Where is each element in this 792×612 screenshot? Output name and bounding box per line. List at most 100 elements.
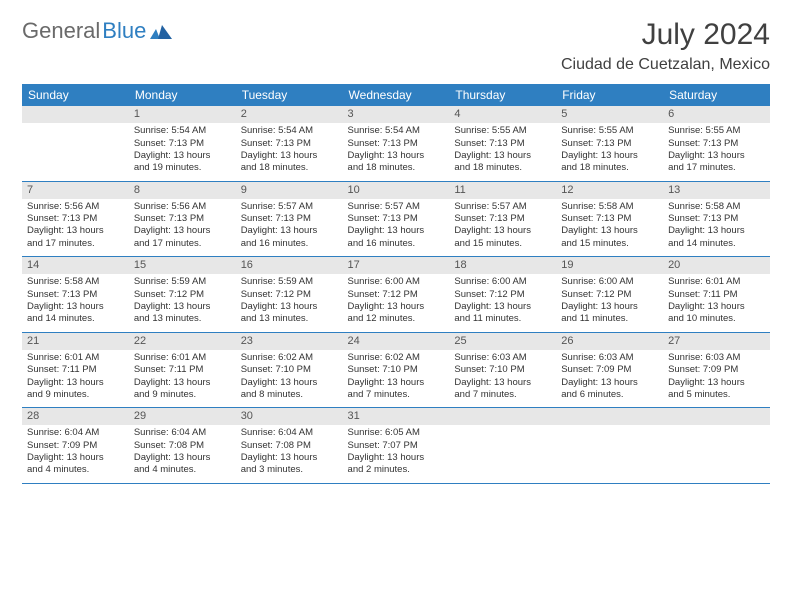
daylight-line1: Daylight: 13 hours — [454, 225, 551, 237]
day-number: 7 — [22, 182, 129, 199]
daylight-line1: Daylight: 13 hours — [241, 301, 338, 313]
flag-icon — [150, 23, 172, 39]
sunset-text: Sunset: 7:09 PM — [561, 364, 658, 376]
daylight-line2: and 14 minutes. — [668, 238, 765, 250]
sunset-text: Sunset: 7:13 PM — [561, 138, 658, 150]
daylight-line2: and 17 minutes. — [668, 162, 765, 174]
daylight-line2: and 2 minutes. — [348, 464, 445, 476]
daylight-line1: Daylight: 13 hours — [561, 150, 658, 162]
daylight-line1: Daylight: 13 hours — [668, 150, 765, 162]
daylight-line1: Daylight: 13 hours — [134, 301, 231, 313]
weekday-header: Friday — [556, 84, 663, 106]
daylight-line1: Daylight: 13 hours — [27, 452, 124, 464]
day-body: Sunrise: 6:04 AMSunset: 7:09 PMDaylight:… — [22, 425, 129, 482]
sunrise-text: Sunrise: 6:01 AM — [668, 276, 765, 288]
day-body: Sunrise: 5:55 AMSunset: 7:13 PMDaylight:… — [449, 123, 556, 180]
calendar-day-cell: 18Sunrise: 6:00 AMSunset: 7:12 PMDayligh… — [449, 257, 556, 333]
day-number: 6 — [663, 106, 770, 123]
sunrise-text: Sunrise: 5:56 AM — [134, 201, 231, 213]
day-number: 4 — [449, 106, 556, 123]
sunset-text: Sunset: 7:08 PM — [134, 440, 231, 452]
sunset-text: Sunset: 7:13 PM — [348, 213, 445, 225]
page-title: July 2024 — [642, 18, 770, 52]
daylight-line2: and 18 minutes. — [454, 162, 551, 174]
weekday-header: Wednesday — [343, 84, 450, 106]
sunrise-text: Sunrise: 5:54 AM — [348, 125, 445, 137]
daylight-line1: Daylight: 13 hours — [561, 225, 658, 237]
daylight-line1: Daylight: 13 hours — [348, 377, 445, 389]
daylight-line2: and 18 minutes. — [561, 162, 658, 174]
daylight-line1: Daylight: 13 hours — [454, 377, 551, 389]
calendar-day-cell: 8Sunrise: 5:56 AMSunset: 7:13 PMDaylight… — [129, 181, 236, 257]
day-number: 29 — [129, 408, 236, 425]
calendar-day-cell — [556, 408, 663, 484]
daylight-line2: and 16 minutes. — [241, 238, 338, 250]
calendar-day-cell: 22Sunrise: 6:01 AMSunset: 7:11 PMDayligh… — [129, 332, 236, 408]
calendar-day-cell: 20Sunrise: 6:01 AMSunset: 7:11 PMDayligh… — [663, 257, 770, 333]
sunset-text: Sunset: 7:13 PM — [241, 138, 338, 150]
daylight-line1: Daylight: 13 hours — [27, 225, 124, 237]
daylight-line1: Daylight: 13 hours — [454, 150, 551, 162]
day-body: Sunrise: 5:54 AMSunset: 7:13 PMDaylight:… — [236, 123, 343, 180]
daylight-line2: and 17 minutes. — [27, 238, 124, 250]
weekday-header: Tuesday — [236, 84, 343, 106]
daylight-line1: Daylight: 13 hours — [27, 301, 124, 313]
calendar-day-cell: 27Sunrise: 6:03 AMSunset: 7:09 PMDayligh… — [663, 332, 770, 408]
calendar-day-cell: 1Sunrise: 5:54 AMSunset: 7:13 PMDaylight… — [129, 106, 236, 181]
calendar-day-cell — [663, 408, 770, 484]
calendar-day-cell: 19Sunrise: 6:00 AMSunset: 7:12 PMDayligh… — [556, 257, 663, 333]
brand-logo: GeneralBlue — [22, 18, 172, 44]
sunrise-text: Sunrise: 6:02 AM — [241, 352, 338, 364]
daylight-line1: Daylight: 13 hours — [348, 225, 445, 237]
daylight-line1: Daylight: 13 hours — [241, 452, 338, 464]
day-body: Sunrise: 6:04 AMSunset: 7:08 PMDaylight:… — [236, 425, 343, 482]
daylight-line1: Daylight: 13 hours — [561, 301, 658, 313]
day-number: 13 — [663, 182, 770, 199]
calendar-day-cell: 23Sunrise: 6:02 AMSunset: 7:10 PMDayligh… — [236, 332, 343, 408]
daylight-line1: Daylight: 13 hours — [668, 377, 765, 389]
day-body: Sunrise: 5:54 AMSunset: 7:13 PMDaylight:… — [129, 123, 236, 180]
sunset-text: Sunset: 7:13 PM — [668, 213, 765, 225]
day-number: 8 — [129, 182, 236, 199]
calendar-day-cell: 7Sunrise: 5:56 AMSunset: 7:13 PMDaylight… — [22, 181, 129, 257]
calendar-day-cell: 15Sunrise: 5:59 AMSunset: 7:12 PMDayligh… — [129, 257, 236, 333]
sunset-text: Sunset: 7:12 PM — [134, 289, 231, 301]
day-number: 30 — [236, 408, 343, 425]
daylight-line1: Daylight: 13 hours — [134, 150, 231, 162]
calendar-day-cell — [449, 408, 556, 484]
daylight-line2: and 4 minutes. — [27, 464, 124, 476]
sunrise-text: Sunrise: 5:58 AM — [561, 201, 658, 213]
calendar-day-cell: 12Sunrise: 5:58 AMSunset: 7:13 PMDayligh… — [556, 181, 663, 257]
daylight-line1: Daylight: 13 hours — [241, 150, 338, 162]
day-body: Sunrise: 5:58 AMSunset: 7:13 PMDaylight:… — [556, 199, 663, 256]
calendar-day-cell: 4Sunrise: 5:55 AMSunset: 7:13 PMDaylight… — [449, 106, 556, 181]
sunset-text: Sunset: 7:11 PM — [668, 289, 765, 301]
day-body: Sunrise: 5:57 AMSunset: 7:13 PMDaylight:… — [236, 199, 343, 256]
daylight-line1: Daylight: 13 hours — [348, 150, 445, 162]
sunset-text: Sunset: 7:13 PM — [241, 213, 338, 225]
day-body: Sunrise: 5:58 AMSunset: 7:13 PMDaylight:… — [22, 274, 129, 331]
day-body: Sunrise: 5:59 AMSunset: 7:12 PMDaylight:… — [129, 274, 236, 331]
sunrise-text: Sunrise: 5:55 AM — [668, 125, 765, 137]
day-number: 2 — [236, 106, 343, 123]
sunrise-text: Sunrise: 5:54 AM — [241, 125, 338, 137]
sunset-text: Sunset: 7:13 PM — [668, 138, 765, 150]
day-body: Sunrise: 6:04 AMSunset: 7:08 PMDaylight:… — [129, 425, 236, 482]
calendar-day-cell: 29Sunrise: 6:04 AMSunset: 7:08 PMDayligh… — [129, 408, 236, 484]
day-body: Sunrise: 5:56 AMSunset: 7:13 PMDaylight:… — [129, 199, 236, 256]
daylight-line2: and 7 minutes. — [454, 389, 551, 401]
sunrise-text: Sunrise: 5:57 AM — [454, 201, 551, 213]
day-number: 25 — [449, 333, 556, 350]
day-body: Sunrise: 5:57 AMSunset: 7:13 PMDaylight:… — [449, 199, 556, 256]
sunset-text: Sunset: 7:08 PM — [241, 440, 338, 452]
sunset-text: Sunset: 7:12 PM — [454, 289, 551, 301]
day-number — [663, 408, 770, 425]
day-body: Sunrise: 6:05 AMSunset: 7:07 PMDaylight:… — [343, 425, 450, 482]
day-body: Sunrise: 6:01 AMSunset: 7:11 PMDaylight:… — [129, 350, 236, 407]
sunset-text: Sunset: 7:13 PM — [27, 289, 124, 301]
daylight-line1: Daylight: 13 hours — [241, 225, 338, 237]
daylight-line2: and 13 minutes. — [241, 313, 338, 325]
day-body: Sunrise: 5:56 AMSunset: 7:13 PMDaylight:… — [22, 199, 129, 256]
sunset-text: Sunset: 7:09 PM — [668, 364, 765, 376]
daylight-line2: and 4 minutes. — [134, 464, 231, 476]
